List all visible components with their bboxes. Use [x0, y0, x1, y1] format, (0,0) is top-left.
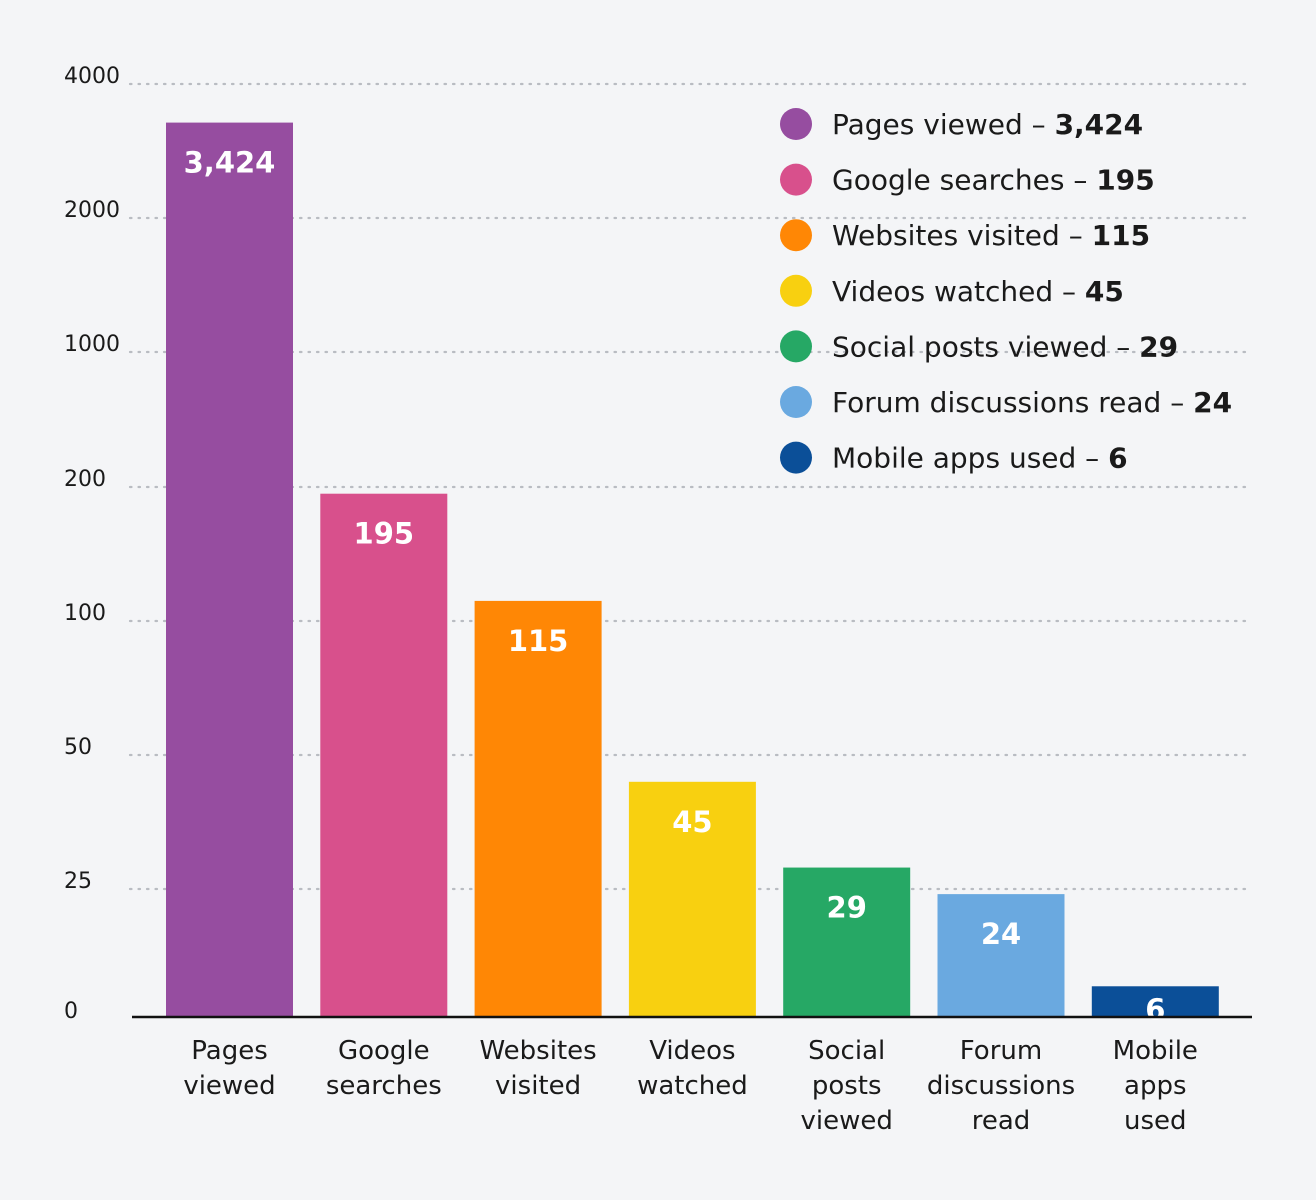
- bar-value-label: 29: [827, 891, 867, 925]
- bar: [166, 122, 293, 1018]
- x-tick-label: visited: [495, 1071, 581, 1101]
- legend-label: Google searches – 195: [832, 164, 1155, 197]
- x-tick-label: searches: [326, 1071, 442, 1101]
- bar: [628, 781, 756, 1017]
- legend-value: 6: [1108, 442, 1127, 475]
- x-tick-label: apps: [1124, 1071, 1187, 1101]
- bar: [937, 894, 1065, 1017]
- y-tick-label: 2000: [64, 198, 120, 223]
- bar-value-label: 3,424: [184, 146, 276, 180]
- y-axis-ticks: 0 25 50 100 200 1000 2000 4000: [64, 64, 120, 1024]
- legend-label: Pages viewed – 3,424: [832, 108, 1143, 141]
- legend-value: 45: [1085, 275, 1124, 308]
- gridlines: [128, 82, 1254, 891]
- legend-swatch: [780, 330, 812, 363]
- y-tick-label: 0: [64, 999, 78, 1024]
- y-tick-label: 25: [64, 869, 92, 894]
- legend-label: Mobile apps used – 6: [832, 442, 1128, 475]
- x-tick-label: discussions: [927, 1071, 1075, 1101]
- legend-swatch: [780, 441, 812, 474]
- legend-value: 24: [1193, 386, 1232, 419]
- legend-label: Videos watched – 45: [832, 275, 1124, 308]
- legend-value: 195: [1096, 164, 1154, 197]
- x-tick-label: Google: [338, 1036, 430, 1066]
- bar: [783, 867, 911, 1017]
- x-tick-label: viewed: [801, 1106, 893, 1136]
- legend-item: Mobile apps used – 6: [780, 441, 1128, 475]
- legend-swatch: [780, 108, 812, 140]
- legend-swatch: [780, 274, 812, 307]
- bar-value-label: 45: [672, 805, 712, 839]
- x-tick-label: Mobile: [1113, 1036, 1198, 1066]
- legend-swatch: [780, 219, 812, 252]
- bars: 3,424 195 115 45 29 24 6: [166, 122, 1219, 1026]
- x-tick-label: viewed: [183, 1071, 275, 1101]
- x-tick-label: Pages: [191, 1036, 268, 1066]
- y-tick-label: 50: [64, 735, 92, 760]
- legend-swatch: [780, 163, 812, 196]
- legend-series-name: Google searches –: [832, 164, 1096, 197]
- legend-series-name: Websites visited –: [832, 219, 1092, 252]
- legend-series-name: Social posts viewed –: [832, 330, 1139, 363]
- bar: [474, 600, 602, 1017]
- legend-item: Google searches – 195: [780, 163, 1155, 197]
- x-tick-label: Websites: [479, 1036, 596, 1066]
- legend-value: 29: [1139, 330, 1178, 363]
- legend-value: 3,424: [1055, 108, 1144, 141]
- legend-item: Forum discussions read – 24: [780, 386, 1232, 419]
- legend-label: Websites visited – 115: [832, 219, 1150, 252]
- legend-item: Pages viewed – 3,424: [780, 108, 1143, 141]
- y-tick-label: 4000: [64, 64, 120, 89]
- legend-series-name: Videos watched –: [832, 275, 1085, 308]
- bar: [1091, 986, 1219, 1017]
- x-tick-label: posts: [812, 1071, 882, 1101]
- legend-series-name: Pages viewed –: [832, 108, 1055, 141]
- x-tick-label: read: [972, 1106, 1031, 1136]
- legend-series-name: Mobile apps used –: [832, 442, 1108, 475]
- x-axis-labels: Pages viewed Google searches Websites visited…: [183, 1036, 1198, 1136]
- legend-value: 115: [1092, 219, 1150, 252]
- legend-label: Forum discussions read – 24: [832, 386, 1232, 419]
- legend-item: Websites visited – 115: [780, 219, 1150, 252]
- legend-swatch: [780, 386, 812, 418]
- bar-value-label: 6: [1145, 992, 1165, 1026]
- legend-item: Videos watched – 45: [780, 274, 1124, 308]
- y-tick-label: 100: [64, 601, 106, 626]
- x-tick-label: Social: [808, 1036, 885, 1066]
- x-tick-label: Videos: [649, 1036, 735, 1066]
- bar-value-label: 115: [508, 624, 569, 658]
- y-tick-label: 200: [64, 467, 106, 492]
- legend-series-name: Forum discussions read –: [832, 386, 1193, 419]
- y-tick-label: 1000: [64, 332, 120, 357]
- bar-value-label: 195: [354, 517, 415, 551]
- x-tick-label: used: [1124, 1106, 1187, 1136]
- legend-item: Social posts viewed – 29: [780, 330, 1178, 363]
- legend: Pages viewed – 3,424 Google searches – 19…: [780, 108, 1232, 475]
- x-tick-label: watched: [637, 1071, 748, 1101]
- bar: [320, 493, 448, 1017]
- legend-label: Social posts viewed – 29: [832, 330, 1178, 363]
- x-tick-label: Forum: [960, 1036, 1042, 1066]
- bar-value-label: 24: [981, 917, 1021, 951]
